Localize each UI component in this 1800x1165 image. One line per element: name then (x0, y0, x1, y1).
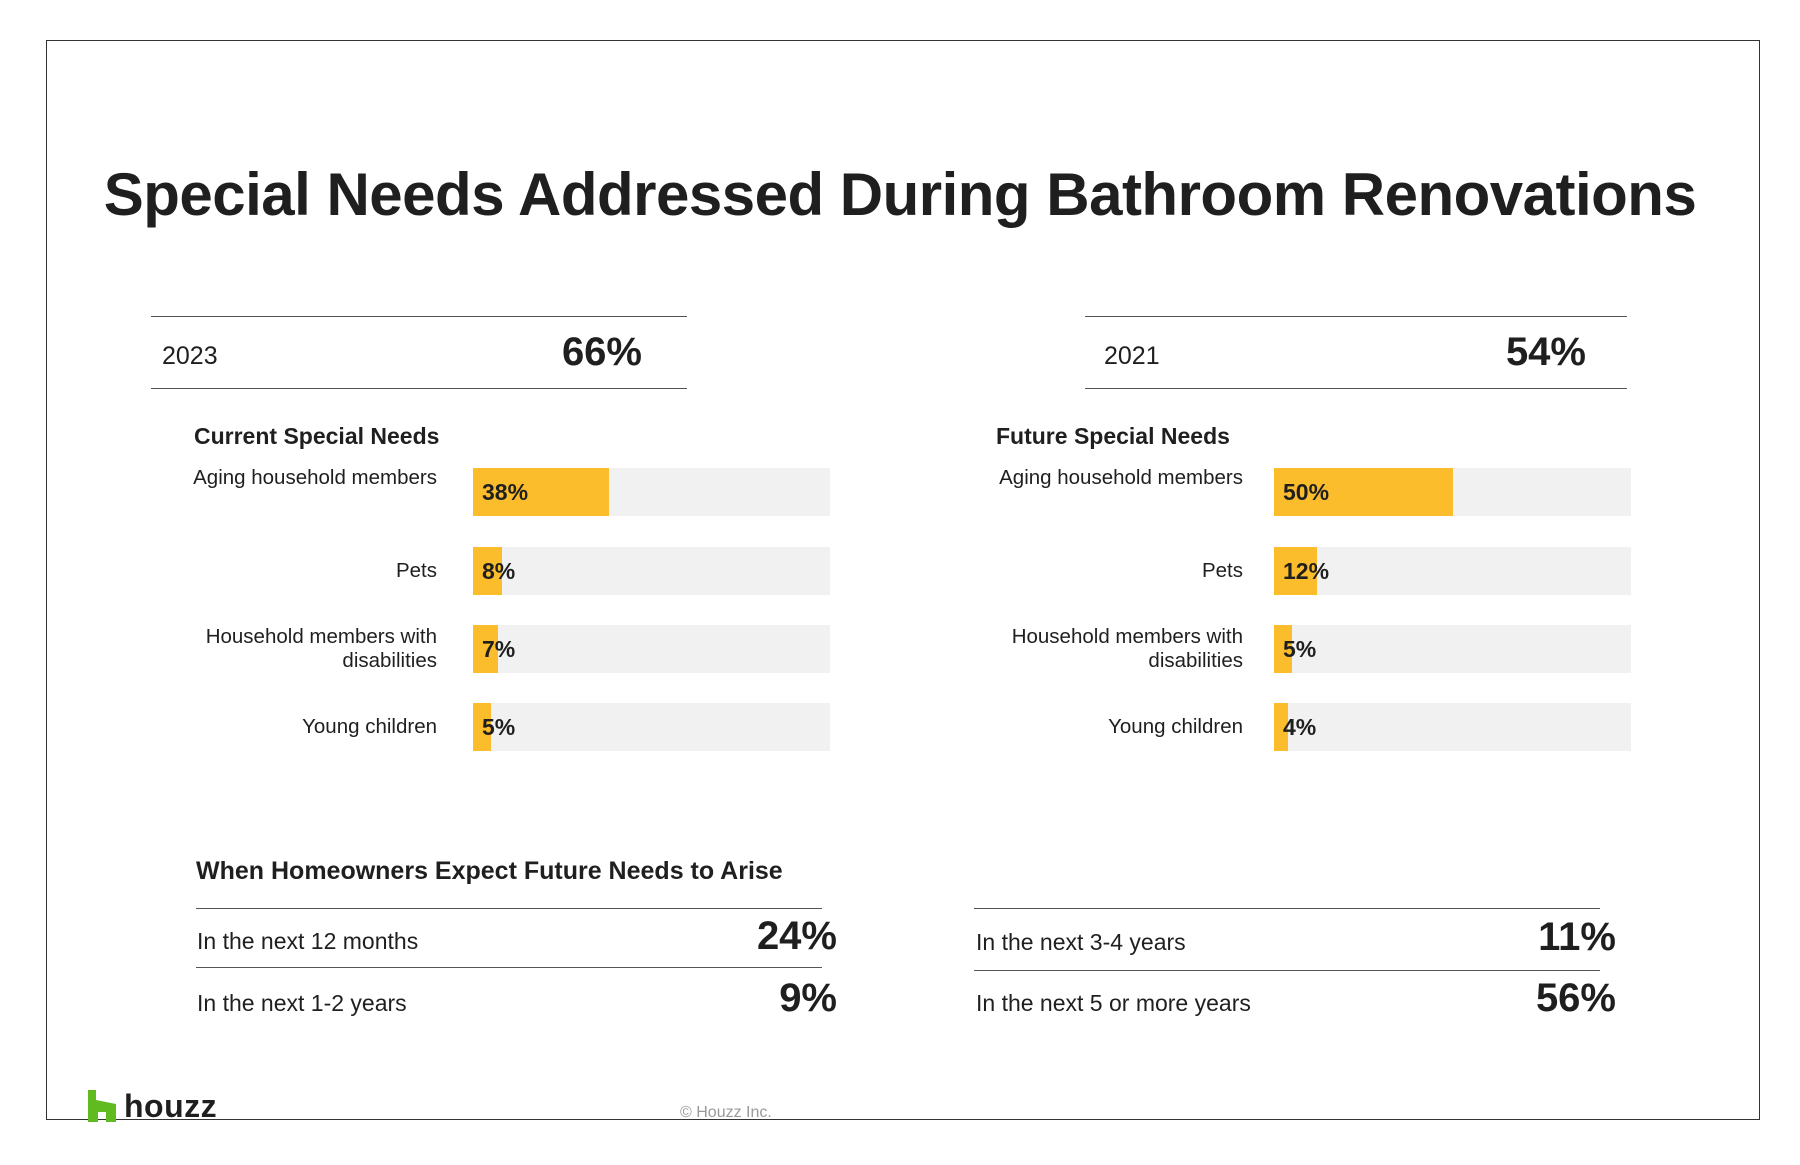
bar-category-label: Aging household members (999, 466, 1243, 489)
houzz-logo-icon (88, 1090, 116, 1122)
page-title: Special Needs Addressed During Bathroom … (103, 161, 1697, 228)
bar-track: 50% (1274, 468, 1631, 516)
divider (151, 316, 687, 317)
divider (196, 908, 822, 909)
copyright-text: © Houzz Inc. (680, 1104, 772, 1121)
bar (473, 703, 491, 751)
bar-value-label: 38% (482, 479, 529, 505)
bar-value-label: 4% (1283, 714, 1317, 740)
bar-value-label: 12% (1283, 558, 1330, 584)
divider (1085, 316, 1627, 317)
summary-value-2023: 66% (561, 330, 642, 374)
bar (473, 468, 609, 516)
bar-category-label: Household members with disabilities (205, 625, 437, 672)
bar-track: 7% (473, 625, 830, 673)
summary-value-2021: 54% (1505, 330, 1586, 374)
bar (1274, 625, 1292, 673)
bar-value-label: 7% (482, 636, 516, 662)
timing-label: In the next 5 or more years (976, 990, 1251, 1016)
divider (1085, 388, 1627, 389)
slide-frame (46, 40, 1760, 1120)
summary-year-2021: 2021 (1104, 342, 1160, 370)
bar-track: 38% (473, 468, 830, 516)
timing-heading: When Homeowners Expect Future Needs to A… (196, 857, 783, 885)
bar-track: 5% (473, 703, 830, 751)
houzz-logo-text: houzz (124, 1088, 218, 1124)
bar-category-label: Young children (1108, 715, 1243, 738)
bar-track: 12% (1274, 547, 1631, 595)
divider (151, 388, 687, 389)
bar-category-label: Pets (1201, 559, 1243, 582)
timing-label: In the next 1-2 years (197, 990, 407, 1016)
timing-value: 56% (1535, 976, 1616, 1020)
bar-value-label: 50% (1283, 479, 1330, 505)
bar (1274, 547, 1317, 595)
bar-value-label: 5% (1283, 636, 1317, 662)
divider (196, 967, 822, 968)
timing-label: In the next 12 months (197, 928, 419, 954)
future-needs-heading: Future Special Needs (996, 423, 1230, 449)
bar (1274, 468, 1453, 516)
timing-label: In the next 3-4 years (976, 929, 1186, 955)
bar (473, 625, 498, 673)
summary-year-2023: 2023 (162, 342, 218, 370)
bar-track: 8% (473, 547, 830, 595)
bar-category-label: Pets (395, 559, 437, 582)
divider (974, 970, 1600, 971)
bar-category-label: Aging household members (193, 466, 437, 489)
current-needs-heading: Current Special Needs (194, 423, 440, 449)
divider (974, 908, 1600, 909)
bar-category-label: Household members with disabilities (1011, 625, 1243, 672)
bar (1274, 703, 1289, 751)
timing-value: 24% (756, 914, 837, 958)
bar (473, 547, 502, 595)
bar-track: 4% (1274, 703, 1631, 751)
bar-track: 5% (1274, 625, 1631, 673)
bar-category-label: Young children (302, 715, 437, 738)
timing-value: 9% (779, 976, 837, 1020)
bar-value-label: 5% (482, 714, 516, 740)
timing-value: 11% (1538, 915, 1616, 959)
bar-value-label: 8% (482, 558, 516, 584)
